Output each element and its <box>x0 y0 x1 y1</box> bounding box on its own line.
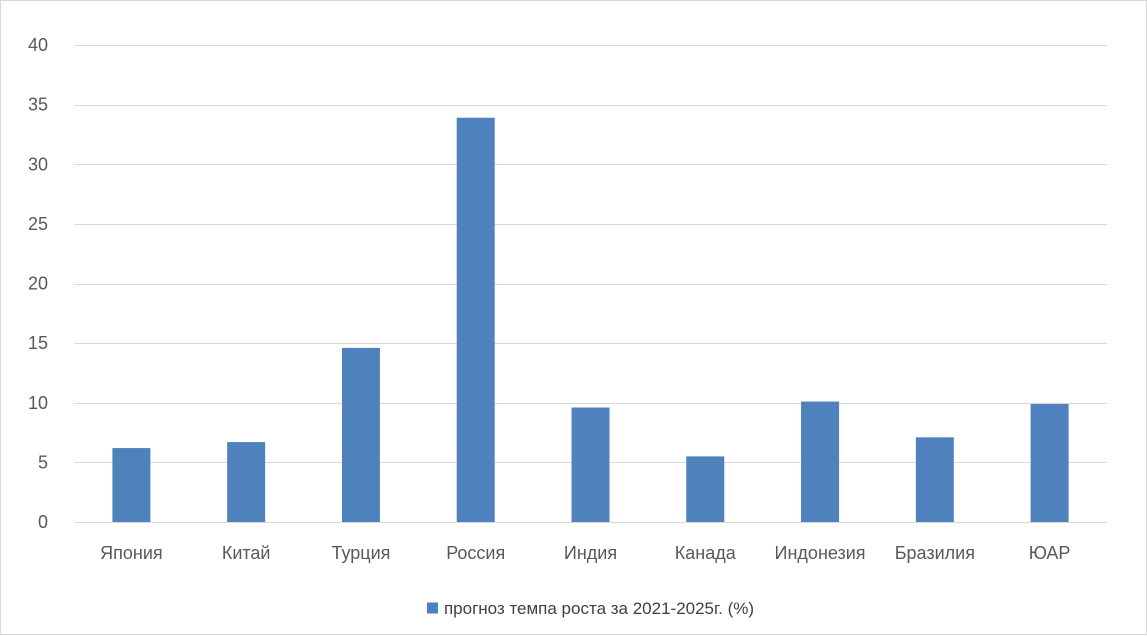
y-tick-label: 35 <box>28 95 48 115</box>
bar-3 <box>341 347 380 522</box>
x-tick-label: Канада <box>675 543 737 563</box>
bar-2 <box>227 442 266 522</box>
x-tick-label: Индонезия <box>775 543 866 563</box>
y-tick-label: 25 <box>28 214 48 234</box>
y-tick-label: 15 <box>28 333 48 353</box>
bar-8 <box>915 437 954 522</box>
bar-1 <box>112 448 151 522</box>
x-axis-ticks: Япония Китай Турция Россия Индия Канада Индоне… <box>100 543 1070 563</box>
bars <box>112 117 1069 523</box>
legend-swatch <box>426 602 438 614</box>
y-tick-label: 10 <box>28 393 48 413</box>
y-tick-label: 5 <box>38 452 48 472</box>
legend-label: прогноз темпа роста за 2021-2025г. (%) <box>444 599 754 618</box>
bar-5 <box>571 407 610 522</box>
x-tick-label: Индия <box>564 543 617 563</box>
bar-6 <box>686 456 725 522</box>
x-tick-label: Турция <box>331 543 390 563</box>
y-axis-ticks: 0 5 10 15 20 25 30 35 40 <box>28 35 48 532</box>
y-tick-label: 30 <box>28 154 48 174</box>
y-tick-label: 0 <box>38 512 48 532</box>
x-tick-label: Бразилия <box>895 543 975 563</box>
y-tick-label: 40 <box>28 35 48 55</box>
x-tick-label: Россия <box>446 543 505 563</box>
x-tick-label: Япония <box>100 543 163 563</box>
bar-4 <box>456 117 495 523</box>
legend: прогноз темпа роста за 2021-2025г. (%) <box>426 599 754 618</box>
y-tick-label: 20 <box>28 274 48 294</box>
bar-7 <box>801 401 840 522</box>
x-tick-label: ЮАР <box>1029 543 1071 563</box>
bar-9 <box>1030 403 1069 522</box>
x-tick-label: Китай <box>222 543 271 563</box>
